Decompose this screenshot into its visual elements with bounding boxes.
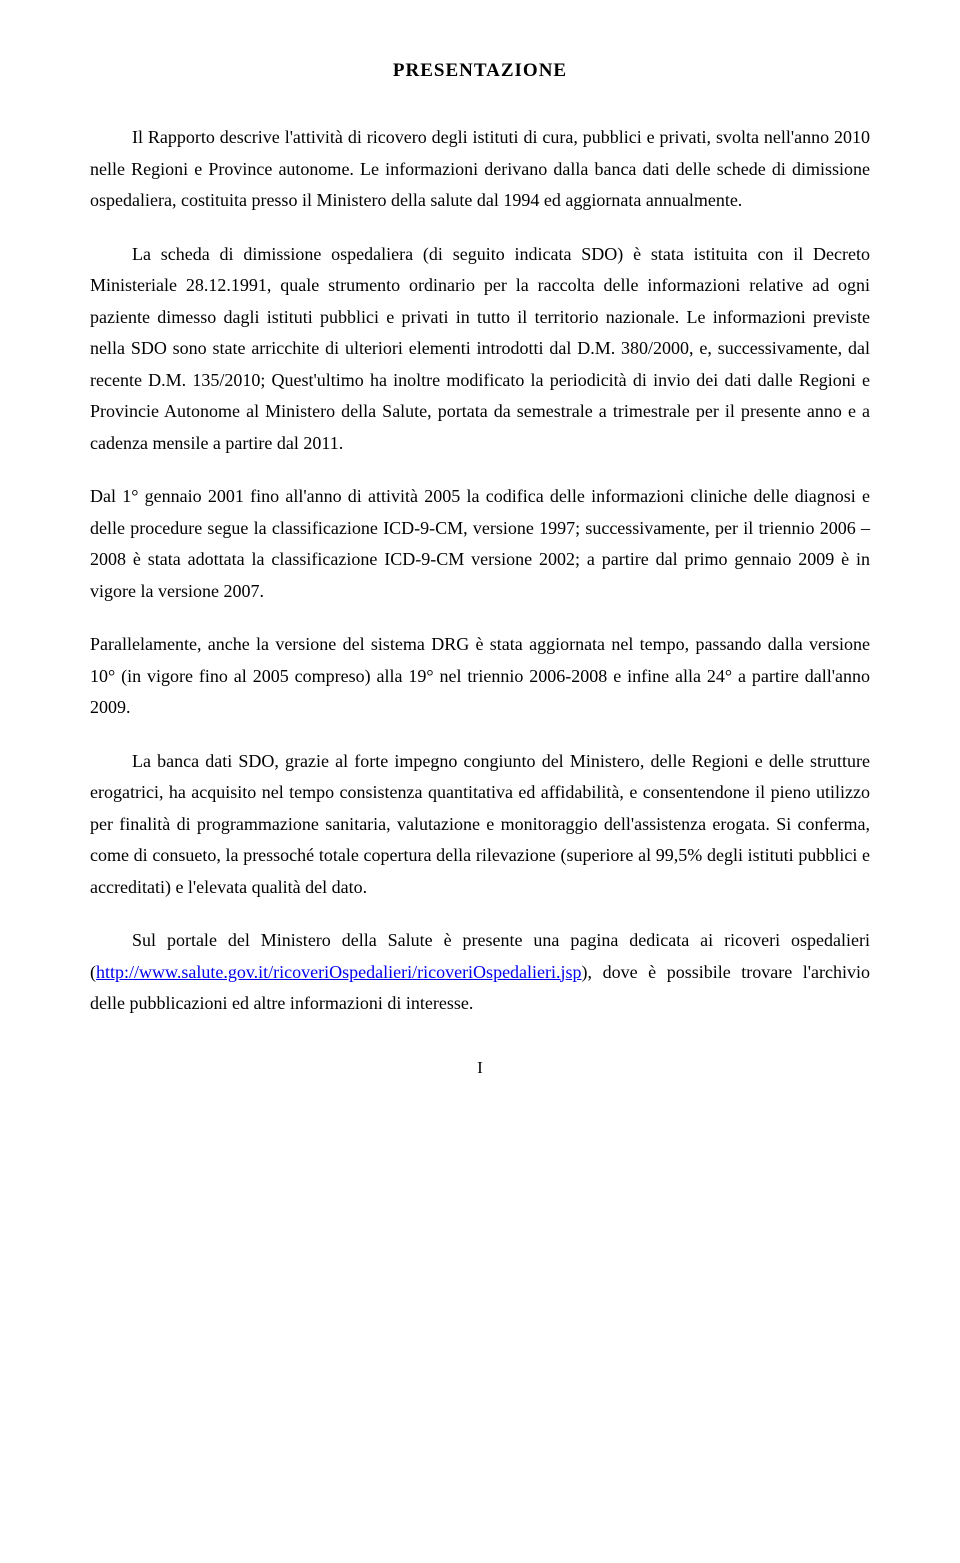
paragraph-2: La scheda di dimissione ospedaliera (di … xyxy=(90,239,870,460)
paragraph-3: Dal 1° gennaio 2001 fino all'anno di att… xyxy=(90,481,870,607)
paragraph-6: Sul portale del Ministero della Salute è… xyxy=(90,925,870,1020)
page-title: PRESENTAZIONE xyxy=(90,60,870,82)
paragraph-1: Il Rapporto descrive l'attività di ricov… xyxy=(90,122,870,217)
paragraph-4: Parallelamente, anche la versione del si… xyxy=(90,629,870,724)
portal-link[interactable]: http://www.salute.gov.it/ricoveriOspedal… xyxy=(96,962,582,982)
page-number: I xyxy=(90,1058,870,1078)
paragraph-5: La banca dati SDO, grazie al forte impeg… xyxy=(90,746,870,904)
